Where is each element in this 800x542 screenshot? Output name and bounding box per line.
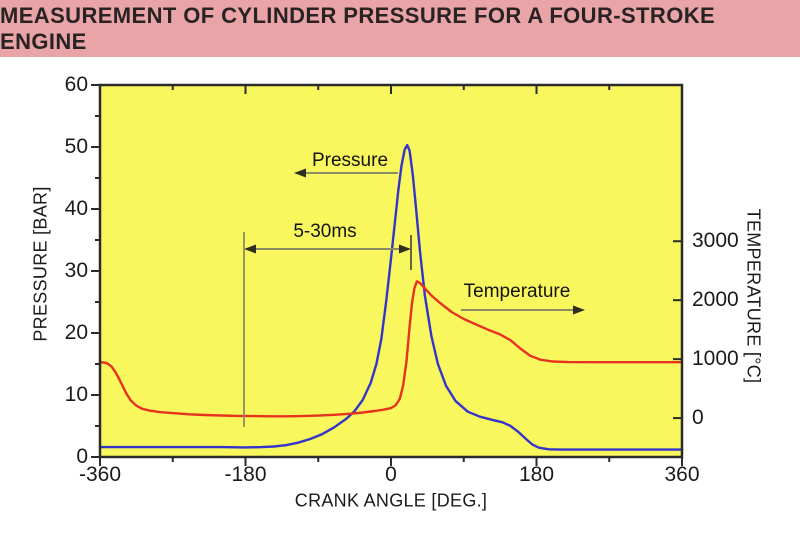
pressure-curve — [98, 143, 684, 451]
y-right-tick-label: 3000 — [692, 229, 739, 253]
x-tick-label: -360 — [78, 463, 122, 486]
pressure-annotation-label: Pressure — [311, 150, 389, 171]
y-left-tick-label: 10 — [64, 383, 88, 406]
y-right-tick-label: 2000 — [692, 288, 739, 312]
y-left-tick-label: 0 — [76, 445, 88, 468]
y-left-tick-label: 50 — [64, 135, 88, 158]
y-right-axis-title: TEMPERATURE [°C] — [743, 208, 764, 384]
interval-arrowhead-left — [244, 244, 256, 254]
plot-frame — [98, 83, 684, 459]
interval-annotation-label: 5-30ms — [293, 221, 357, 242]
x-tick-label: -180 — [224, 463, 267, 486]
y-right-tick-label: 1000 — [692, 347, 739, 371]
x-tick-label: 0 — [385, 463, 397, 486]
interval-arrowhead-right — [399, 244, 411, 254]
pressure-arrowhead — [294, 168, 306, 178]
y-left-tick-label: 60 — [64, 73, 88, 96]
x-tick-label: 360 — [664, 463, 700, 486]
temperature-curve — [98, 280, 684, 418]
y-left-tick-label: 40 — [64, 197, 88, 220]
y-left-tick-label: 30 — [64, 259, 88, 282]
temperature-annotation-label: Temperature — [463, 281, 571, 302]
x-axis-title: CRANK ANGLE [DEG.] — [294, 490, 488, 511]
y-left-axis-title: PRESSURE [BAR] — [30, 186, 51, 342]
title-banner: MEASUREMENT OF CYLINDER PRESSURE FOR A F… — [0, 0, 800, 57]
plot-area — [100, 85, 682, 457]
y-right-tick-label: 0 — [692, 406, 704, 430]
y-left-tick-label: 20 — [64, 321, 88, 344]
page-title: MEASUREMENT OF CYLINDER PRESSURE FOR A F… — [0, 2, 716, 54]
x-tick-label: 180 — [518, 463, 555, 486]
temperature-arrowhead — [573, 305, 585, 315]
